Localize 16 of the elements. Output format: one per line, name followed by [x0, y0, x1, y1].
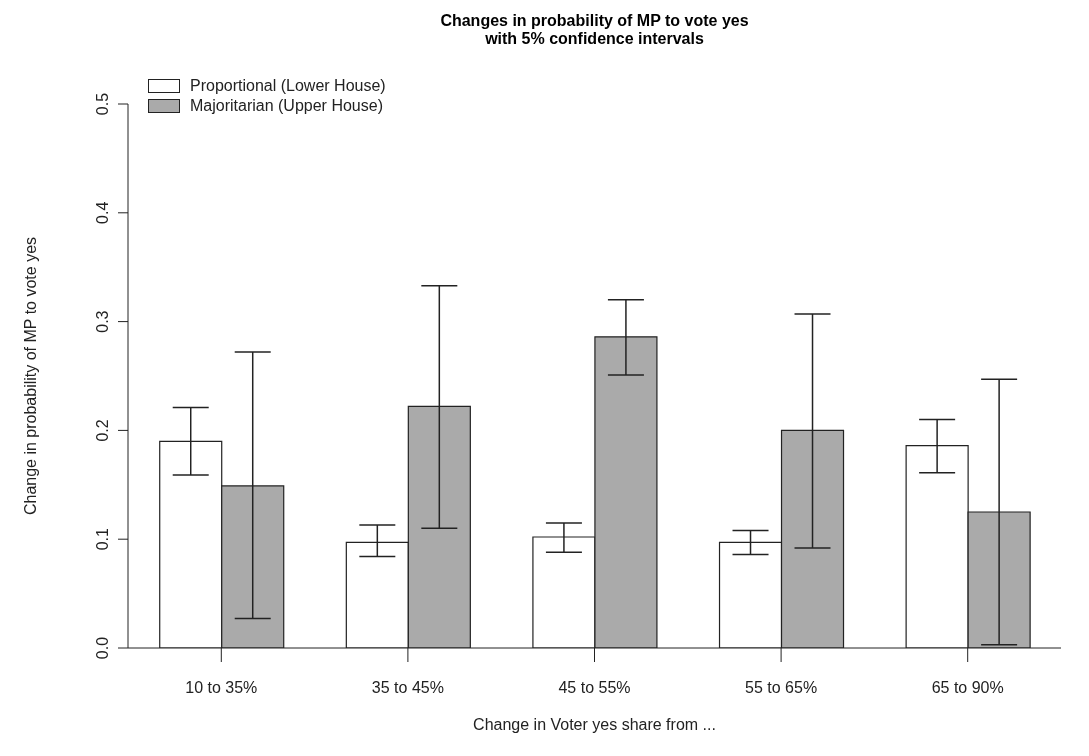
y-tick-label: 0.5 [94, 92, 111, 116]
x-tick-label: 35 to 45% [371, 679, 444, 697]
x-tick-label: 65 to 90% [931, 679, 1004, 697]
y-tick-label: 0.1 [94, 527, 111, 551]
legend-label: Majoritarian (Upper House) [190, 96, 383, 116]
x-axis-title: Change in Voter yes share from ... [473, 716, 716, 733]
y-tick-label: 0.0 [94, 636, 111, 660]
x-tick-label: 55 to 65% [745, 679, 818, 697]
y-tick-label: 0.3 [94, 310, 111, 333]
y-tick-label: 0.2 [94, 419, 111, 442]
chart-title: Changes in probability of MP to vote yes with 5% confidence intervals [439, 12, 750, 48]
y-axis-title: Change in probability of MP to vote yes [21, 236, 39, 516]
x-tick-label: 10 to 35% [185, 679, 258, 697]
y-tick-label: 0.4 [94, 201, 111, 224]
x-tick-label: 45 to 55% [558, 679, 631, 697]
legend-label: Proportional (Lower House) [190, 76, 386, 96]
